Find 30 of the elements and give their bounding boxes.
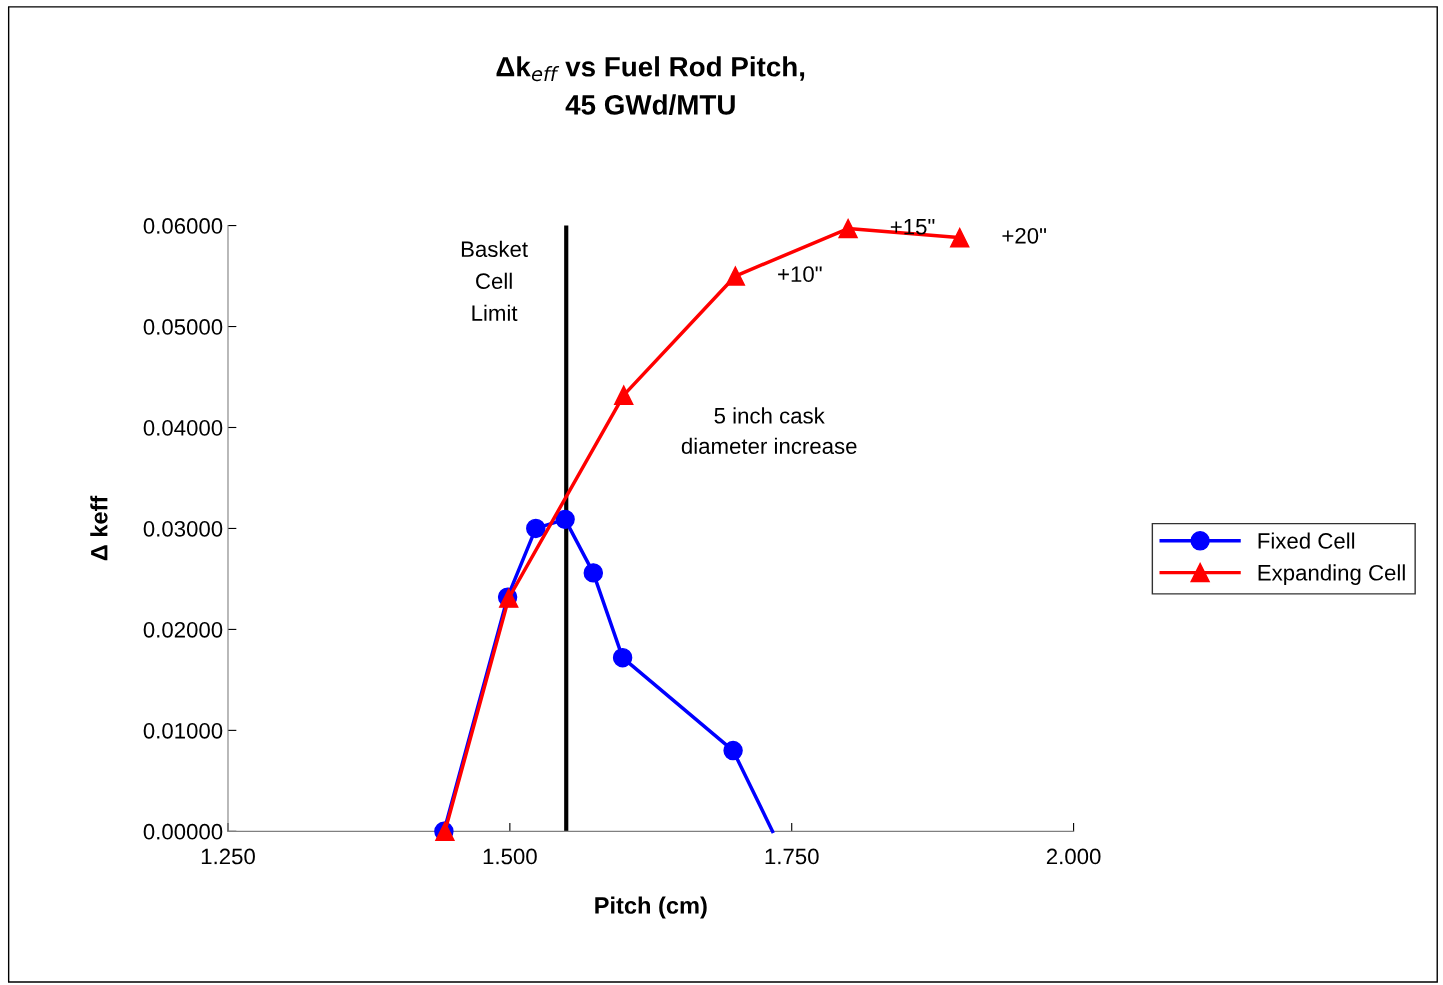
ref-line-label: Basket Cell Limit xyxy=(461,240,528,321)
annotation: 5 inch cask diameter increase xyxy=(681,407,857,454)
x-tick-label: 1.500 xyxy=(483,848,537,865)
y-tick-label: 0.03000 xyxy=(143,520,223,537)
legend-label: Expanding Cell xyxy=(1258,564,1405,586)
annotation: +10" xyxy=(778,266,822,283)
x-tick-label: 2.000 xyxy=(1046,848,1101,865)
point xyxy=(526,518,546,539)
point xyxy=(614,385,634,405)
y-tick-label: 0.06000 xyxy=(143,218,223,234)
x-tick-label: 1.250 xyxy=(201,848,255,865)
y-tick-label: 0.01000 xyxy=(143,722,223,739)
point xyxy=(555,509,575,530)
point xyxy=(949,227,970,248)
point xyxy=(612,647,633,668)
y-tick-label: 0.04000 xyxy=(143,420,223,436)
x-tick-label: 1.750 xyxy=(765,848,819,865)
annotation: +20" xyxy=(1002,227,1047,244)
point xyxy=(583,563,604,583)
y-tick-label: 0.00000 xyxy=(143,823,223,840)
point xyxy=(838,218,858,239)
x-axis-title: Pitch (cm) xyxy=(595,896,707,919)
y-tick-label: 0.02000 xyxy=(143,621,223,638)
point xyxy=(725,266,746,286)
chart-title: Δk$_{eff}$ vs Fuel Rod Pitch, 45 GWd/MTU xyxy=(496,56,805,116)
legend-label: Fixed Cell xyxy=(1258,532,1355,549)
annotation: +15" xyxy=(890,219,935,235)
point xyxy=(723,740,743,761)
y-tick-label: 0.05000 xyxy=(143,319,223,335)
y-axis-title: Δ keff xyxy=(90,495,108,561)
